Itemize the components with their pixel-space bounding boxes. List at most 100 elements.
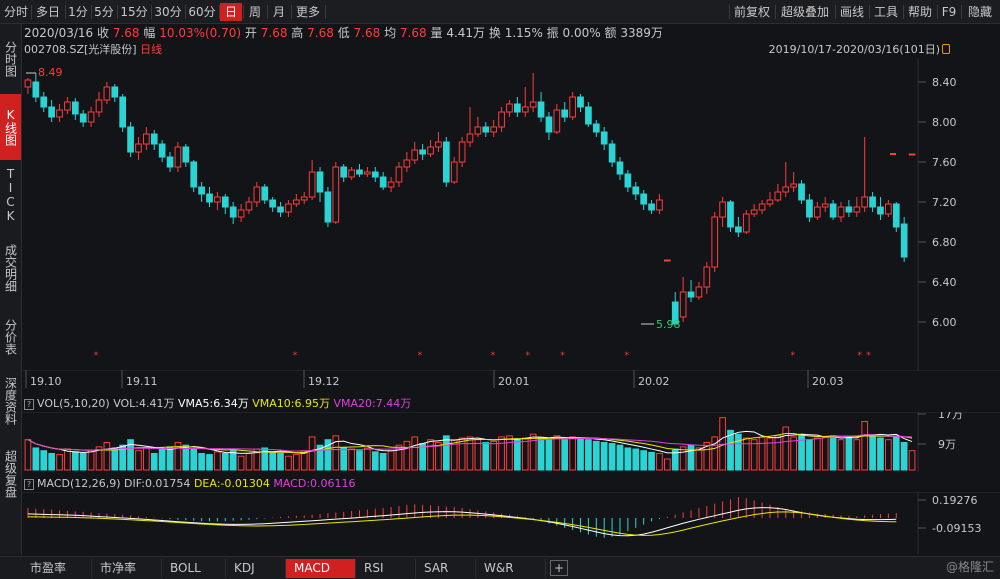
period-tab-3[interactable]: 5分 [94,5,114,19]
volume-header: ? VOL(5,10,20) VOL:4.41万 VMA5:6.34万 VMA10… [24,396,411,412]
volume-bar [877,437,884,471]
volume-bar [829,435,837,471]
indicator-tab-0[interactable]: 市盈率 [22,559,92,578]
volume-bar [837,439,845,471]
date-range: 2019/10/17-2020/03/16(101日) [768,43,940,56]
lock-icon[interactable] [942,44,950,54]
indicator-tab-3[interactable]: KDJ [226,559,286,578]
volume-bar [813,437,821,471]
toolbar-5[interactable]: F9 [941,5,957,19]
kline-chart[interactable]: 8.40 8.00 7.60 7.20 6.80 6.40 6.00 8.49 5.98 * * * *… [22,58,1000,370]
help-icon[interactable]: ? [24,478,34,490]
volume-bar [506,435,513,471]
macd-chart[interactable]: 0.19276 -0.09153 [22,492,1000,554]
candle [798,183,805,201]
turnover-label: 换 [488,26,501,40]
candle [766,199,774,205]
candle [506,103,513,113]
volume-bar [671,448,679,471]
volume-bar [269,451,276,471]
sidebar-item-0[interactable]: 分时图 [3,41,18,77]
volume-bar [553,435,561,471]
period-tab-6[interactable]: 60分 [188,5,216,19]
period-tab-7[interactable]: 日 [220,3,242,21]
indicator-tabs: 市盈率 市净率 BOLL KDJ MACD RSI SAR W&R + [0,556,1000,579]
volume-chart[interactable]: 17万 9万 [22,412,1000,472]
candle [56,109,63,118]
toolbar-divider [31,5,32,19]
candle [340,166,348,178]
period-tab-0[interactable]: 分时 [3,5,28,19]
sidebar-item-3[interactable]: 成交明细 [3,244,18,292]
candle [300,196,308,201]
toolbar-4[interactable]: 帮助 [907,5,932,19]
sidebar-item-2[interactable]: TICK [3,167,18,223]
toolbar-0[interactable]: 前复权 [733,5,770,19]
volume-bar [324,439,332,471]
sidebar-item-1[interactable]: K线图 [0,94,21,160]
period-tab-1[interactable]: 多日 [35,5,60,19]
volume-bar [624,447,632,471]
period-tab-5[interactable]: 30分 [154,5,182,19]
period-tab-4[interactable]: 15分 [120,5,148,19]
candle [229,206,237,218]
volume-bar [656,452,663,471]
sidebar-item-5[interactable]: 深度资料 [3,377,18,425]
candle [727,201,734,228]
sidebar-item-6[interactable]: 超级复盘 [3,450,18,498]
date-tick: 20.03 [812,375,844,388]
toolbar-divider [65,5,66,19]
toolbar-6[interactable]: 隐藏 [967,5,992,19]
candle [892,203,900,228]
candle [143,133,150,145]
toolbar-1[interactable]: 超级叠加 [780,5,829,19]
candle [127,126,134,153]
amount-label: 额 [604,26,617,40]
amount-value: 3389万 [620,26,663,40]
volume-bar [237,455,245,471]
low-value: 7.68 [353,26,381,40]
volume-bar [458,437,466,471]
volume-bar [143,447,150,471]
period-toolbar: 分时 多日 1分 5分 15分 30分 60分日周月更多 前复权 超级叠加 画线 工具 帮助 F9 隐藏 [0,0,1000,24]
candle [379,176,387,188]
change-label: 幅 [143,26,156,40]
candle [648,203,655,211]
candle [466,133,474,143]
indicator-tab-4[interactable]: MACD [286,559,356,578]
toolbar-2[interactable]: 画线 [839,5,864,19]
volume-bar [127,439,134,471]
toolbar-divider [291,5,292,19]
candle [521,106,529,113]
period-tab-2[interactable]: 1分 [68,5,88,19]
sidebar-item-4[interactable]: 分价表 [3,319,18,355]
price-tick: 6.80 [932,236,957,249]
candle [671,301,679,325]
period-tab-10[interactable]: 更多 [295,5,320,19]
candle [750,209,758,215]
indicator-tab-6[interactable]: SAR [416,559,476,578]
candle [742,213,750,233]
indicator-tab-5[interactable]: RSI [356,559,416,578]
volume-bar [364,447,371,471]
volume-bar [182,444,190,471]
candle [87,111,95,123]
volume-bar [608,443,616,471]
period-tab-9[interactable]: 月 [272,5,285,19]
help-icon[interactable]: ? [24,398,34,410]
volume-bar [679,446,687,471]
candle [703,266,711,288]
add-indicator-button[interactable]: + [550,560,568,576]
indicator-tab-1[interactable]: 市净率 [92,559,162,578]
candle [592,123,600,133]
avg-label: 均 [384,26,397,40]
indicator-tab-7[interactable]: W&R [476,559,546,578]
close-label: 收 [97,26,110,40]
indicator-tab-2[interactable]: BOLL [162,559,226,578]
candle [529,101,537,108]
volume-bar [845,436,853,471]
volume-bar [56,454,63,471]
period-tab-8[interactable]: 周 [248,5,261,19]
candle [664,259,671,262]
toolbar-3[interactable]: 工具 [873,5,898,19]
